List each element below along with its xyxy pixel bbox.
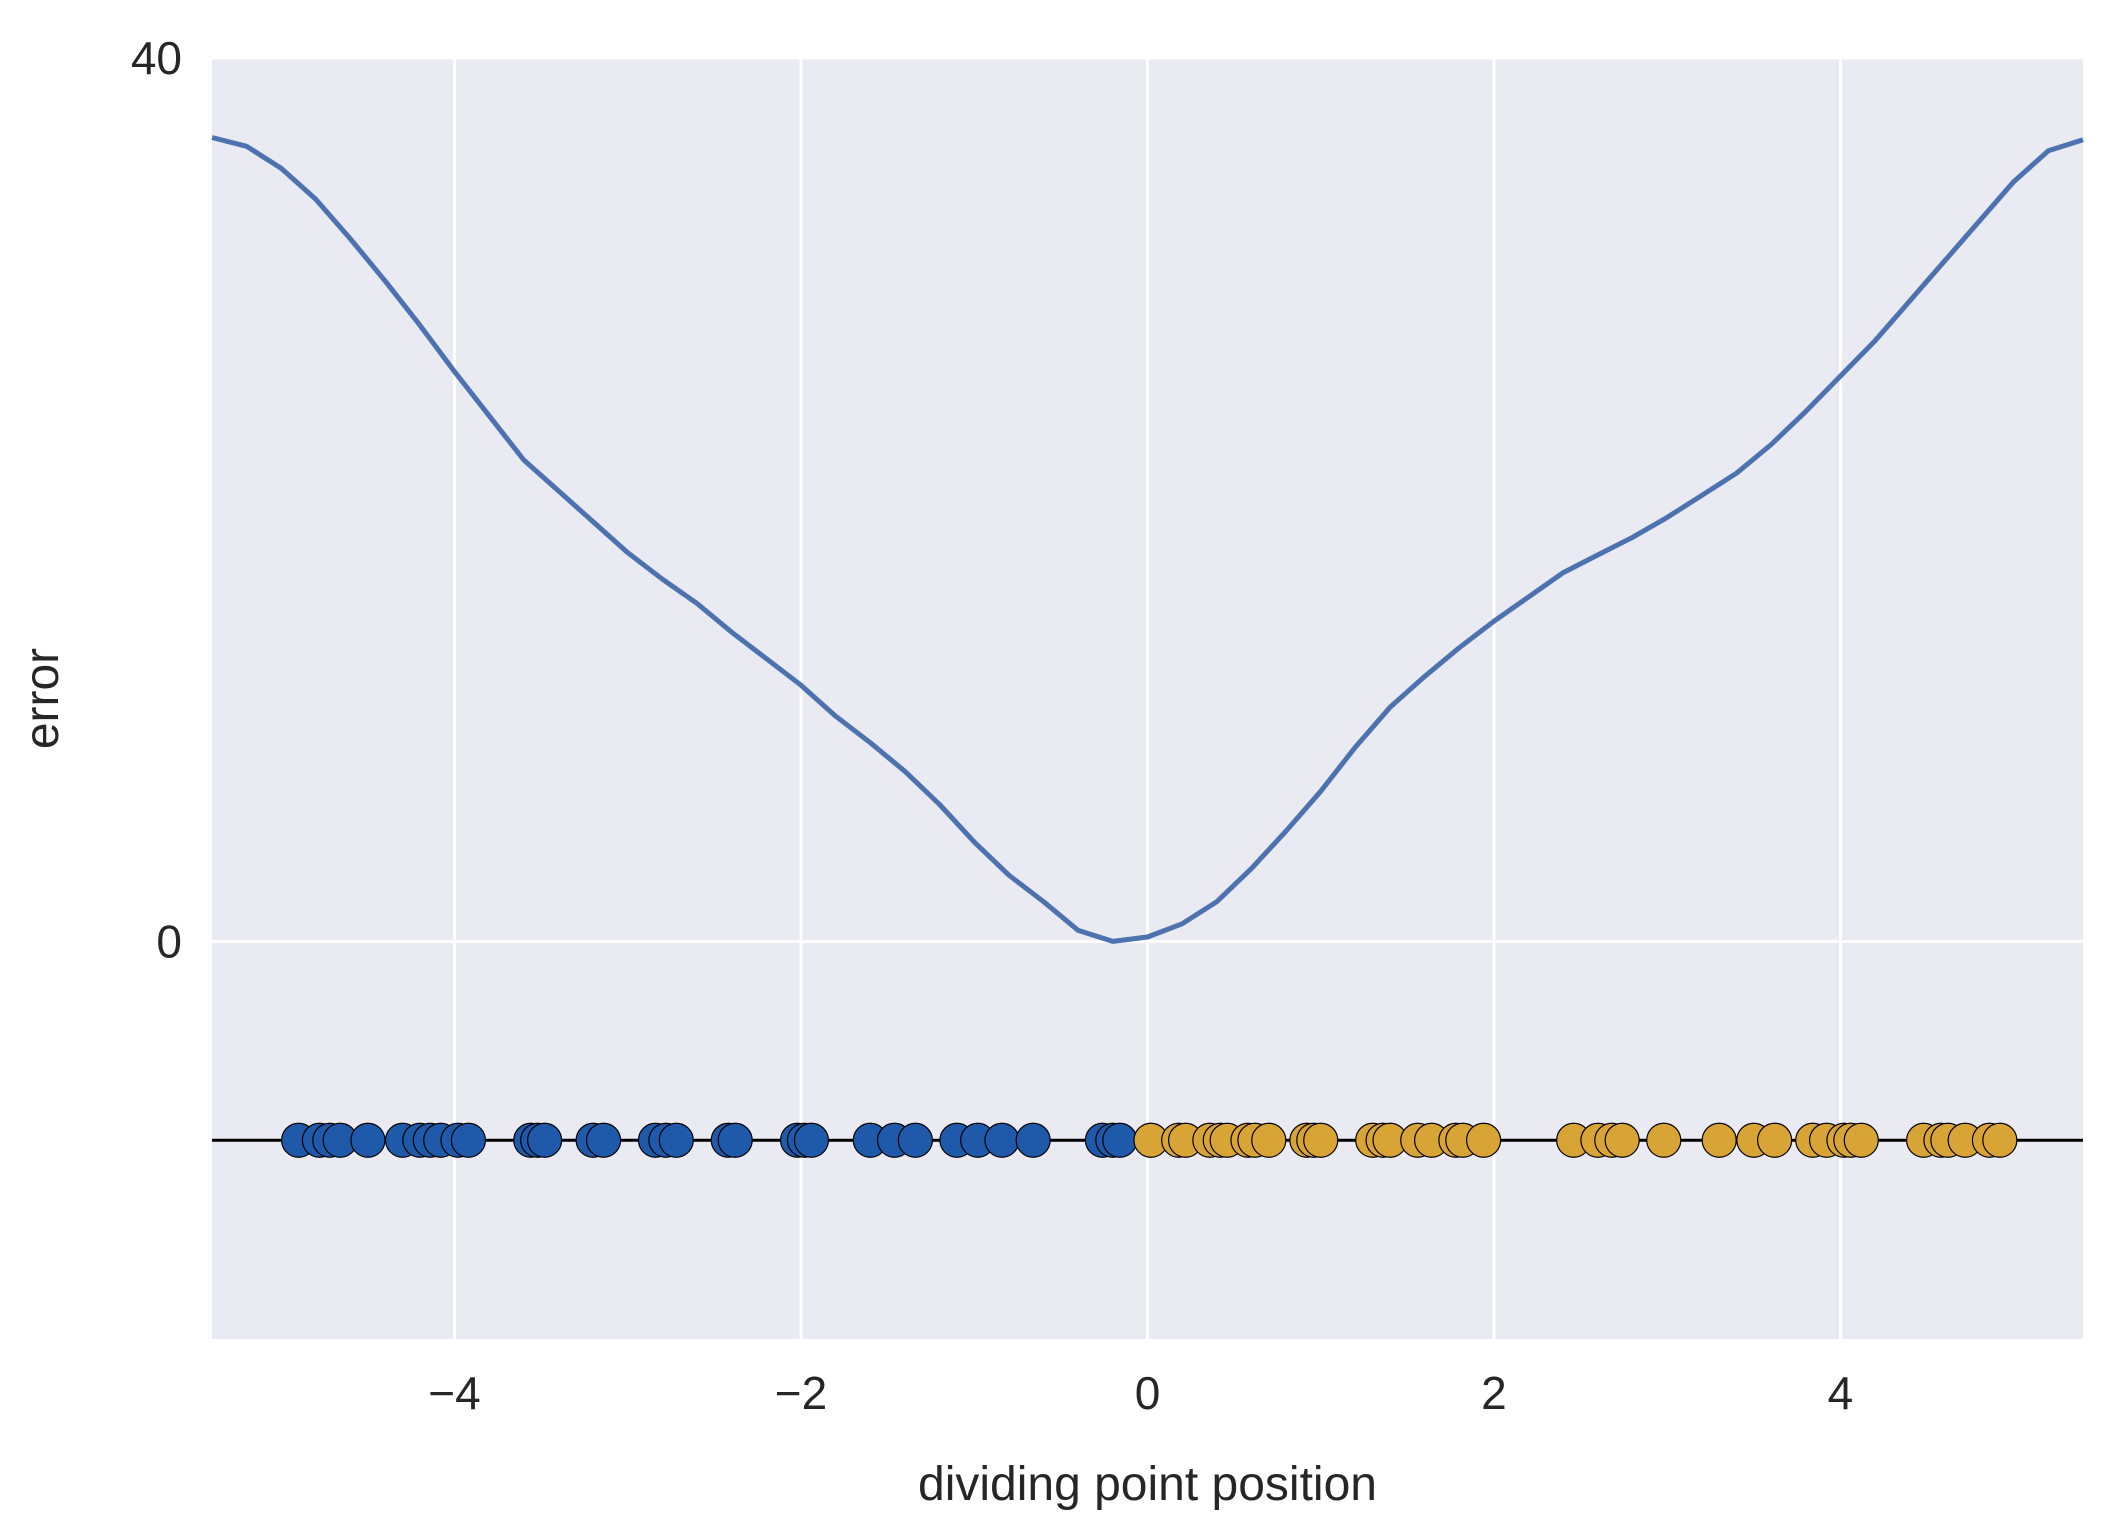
class-b-point [1701, 1122, 1737, 1158]
class-b-point [1982, 1122, 2018, 1158]
class-a-point [450, 1122, 486, 1158]
x-tick-label: 0 [1135, 1367, 1161, 1419]
class-b-point [1604, 1122, 1640, 1158]
class-b-point [1757, 1122, 1793, 1158]
y-tick-label: 0 [156, 915, 182, 967]
class-a-point [658, 1122, 694, 1158]
y-tick-labels: 0 40 [131, 32, 182, 967]
class-b-point [1646, 1122, 1682, 1158]
x-tick-label: 4 [1828, 1367, 1854, 1419]
error-curve-layer [211, 135, 2084, 944]
grid [212, 56, 2083, 1339]
class-a-point [984, 1122, 1020, 1158]
class-a-point [350, 1122, 386, 1158]
class-a-point [585, 1122, 622, 1158]
class-a-point [1015, 1122, 1051, 1158]
y-tick-label: 40 [131, 32, 182, 84]
class-a-point [1102, 1122, 1138, 1158]
class-b-point [1465, 1122, 1502, 1158]
class-b-point [1251, 1122, 1287, 1158]
class-a-point [897, 1122, 933, 1158]
error-curve [211, 135, 2084, 944]
x-tick-label: −4 [428, 1367, 480, 1419]
x-tick-label: 2 [1481, 1367, 1507, 1419]
x-tick-labels: −4 −2 0 2 4 [428, 1367, 1853, 1419]
class-a-point [793, 1122, 830, 1158]
class-a-point [717, 1122, 753, 1158]
class-a-point [527, 1122, 563, 1158]
x-axis-label: dividing point position [918, 1458, 1377, 1511]
class-b-point [1303, 1122, 1339, 1158]
class-b-point [1843, 1122, 1879, 1158]
y-axis-label: error [16, 648, 69, 749]
points-layer [281, 1122, 2018, 1158]
x-tick-label: −2 [775, 1367, 827, 1419]
